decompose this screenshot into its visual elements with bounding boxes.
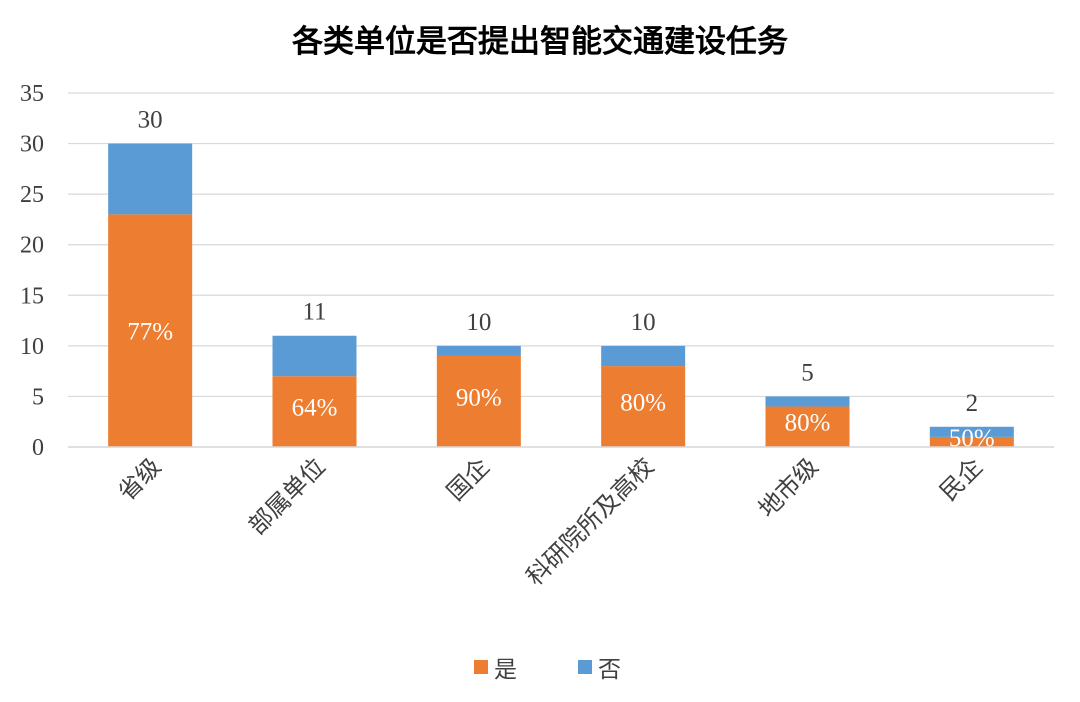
y-tick-label: 20 xyxy=(20,233,44,259)
bar-percent-label: 50% xyxy=(949,425,995,452)
bar-segment-no xyxy=(272,335,357,377)
y-tick-label: 5 xyxy=(32,384,44,410)
bar-percent-label: 77% xyxy=(127,319,173,346)
y-tick-label: 15 xyxy=(20,283,44,309)
bar-total-label: 10 xyxy=(466,309,491,336)
x-category-label: 民企 xyxy=(934,452,988,506)
x-category-label: 省级 xyxy=(113,452,167,506)
legend-label-no: 否 xyxy=(598,657,621,683)
gridlines xyxy=(68,92,1054,448)
y-tick-label: 25 xyxy=(20,182,44,208)
bar-segment-no xyxy=(929,426,1014,437)
bar-segment-yes xyxy=(272,376,357,447)
x-category-label: 国企 xyxy=(441,452,495,506)
x-category-label: 部属单位 xyxy=(243,452,331,540)
legend-swatch-yes xyxy=(474,660,488,674)
x-axis: 省级 部属单位 国企 科研院所及高校 地市级 民企 xyxy=(68,446,1054,591)
bar-segment-yes xyxy=(765,406,850,447)
bar-total-label: 30 xyxy=(138,107,163,134)
legend: 是 否 xyxy=(474,657,621,683)
y-tick-label: 10 xyxy=(20,334,44,360)
bar-segment-no xyxy=(765,396,850,407)
bar-total-label: 2 xyxy=(966,390,979,417)
bar-percent-label: 80% xyxy=(785,410,831,437)
bars: 30 77% 11 64% 10 90% 10 80% 5 80% 2 50% xyxy=(108,107,1014,452)
bar-percent-label: 80% xyxy=(620,389,666,416)
bar-percent-label: 64% xyxy=(292,395,338,422)
bar-segment-yes xyxy=(436,355,521,447)
y-tick-label: 35 xyxy=(20,81,44,107)
y-tick-label: 30 xyxy=(20,132,44,158)
y-tick-label: 0 xyxy=(32,435,44,461)
bar-segment-yes xyxy=(601,366,686,447)
bar-segment-yes xyxy=(929,436,1014,447)
bar-segment-no xyxy=(436,345,521,356)
chart-title: 各类单位是否提出智能交通建设任务 xyxy=(291,24,788,60)
x-category-label: 地市级 xyxy=(753,452,824,523)
bar-segment-no xyxy=(108,143,193,215)
legend-swatch-no xyxy=(578,660,592,674)
bar-percent-label: 90% xyxy=(456,384,502,411)
legend-label-yes: 是 xyxy=(494,657,517,683)
bar-segment-no xyxy=(601,345,686,367)
bar-segment-yes xyxy=(108,214,193,447)
bar-total-label: 10 xyxy=(631,309,656,336)
bar-total-label: 11 xyxy=(302,299,326,326)
bar-total-label: 5 xyxy=(801,359,814,386)
y-axis: 0 5 10 15 20 25 30 35 xyxy=(20,81,44,461)
x-category-label: 科研院所及高校 xyxy=(521,452,660,591)
